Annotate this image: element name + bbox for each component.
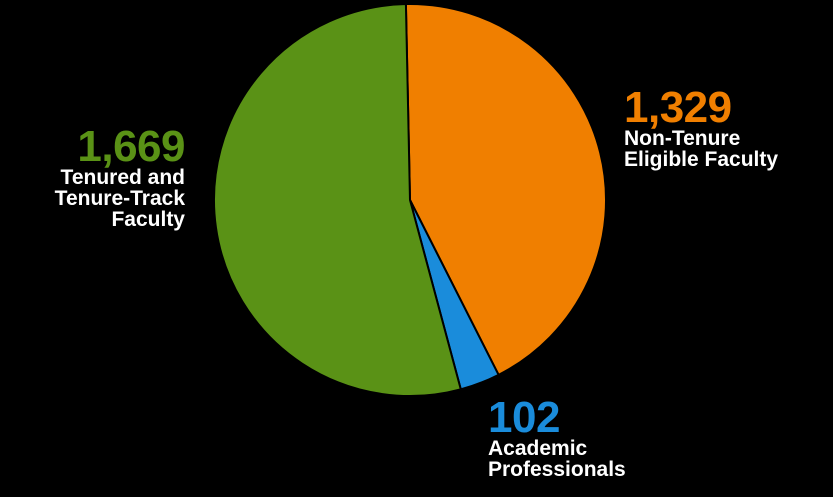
academic-value-label: 102 (488, 393, 560, 442)
academic-callout: 102 Academic Professionals (488, 393, 626, 481)
nontenure-category-label: Non-Tenure Eligible Faculty (624, 127, 779, 171)
tenured-category-label: Tenured and Tenure-Track Faculty (54, 166, 185, 231)
tenured-slice (212, 3, 462, 397)
tenured-callout: 1,669 Tenured and Tenure-Track Faculty (54, 122, 186, 231)
nontenure-slice (404, 3, 608, 376)
nontenure-callout: 1,329 Non-Tenure Eligible Faculty (624, 83, 779, 171)
nontenure-value-label: 1,329 (624, 83, 732, 132)
academic-category-label: Academic Professionals (488, 437, 626, 481)
tenured-value-label: 1,669 (77, 122, 185, 171)
